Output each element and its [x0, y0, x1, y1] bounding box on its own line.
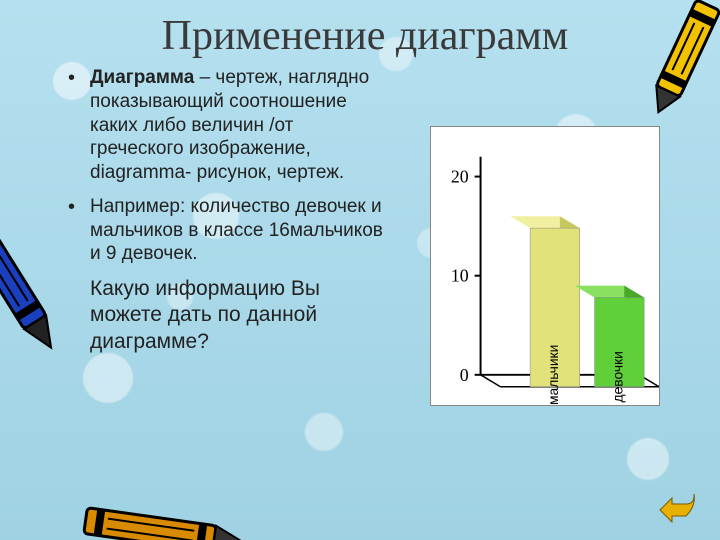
y-tick-label-10: 10: [451, 266, 469, 286]
floor-edge: [481, 375, 501, 387]
bar-girls-label: девочки: [609, 351, 625, 402]
bar-girls: девочки: [575, 286, 644, 403]
crayon-icon-yellow: [640, 0, 720, 120]
crayon-icon-blue: [0, 210, 70, 370]
y-tick-label-0: 0: [460, 365, 469, 385]
bar-chart-svg: 0 10 20: [431, 127, 659, 405]
return-arrow-icon: [654, 488, 698, 526]
bullet-example: Например: количество девочек и мальчиков…: [90, 195, 390, 266]
bullet-question: Какую информацию Вы можете дать по данно…: [90, 276, 390, 355]
slide-content: Применение диаграмм Диаграмма – чертеж, …: [0, 0, 720, 540]
term-bold: Диаграмма: [90, 67, 194, 88]
page-title: Применение диаграмм: [50, 12, 680, 60]
two-column-layout: Диаграмма – чертеж, наглядно показывающи…: [50, 66, 680, 365]
chart-column: 0 10 20: [400, 66, 680, 365]
y-tick-label-20: 20: [451, 167, 469, 187]
bar-boys-label: мальчики: [545, 345, 561, 405]
bullet-definition: Диаграмма – чертеж, наглядно показывающи…: [90, 66, 390, 185]
bar-boys: мальчики: [510, 216, 579, 404]
y-tick-0: 0: [460, 365, 481, 385]
bar-chart: 0 10 20: [430, 126, 660, 406]
text-column: Диаграмма – чертеж, наглядно показывающи…: [50, 66, 390, 365]
y-tick-20: 20: [451, 167, 481, 187]
y-tick-10: 10: [451, 266, 481, 286]
crayon-icon-orange: [70, 480, 250, 540]
back-button[interactable]: [654, 488, 698, 526]
